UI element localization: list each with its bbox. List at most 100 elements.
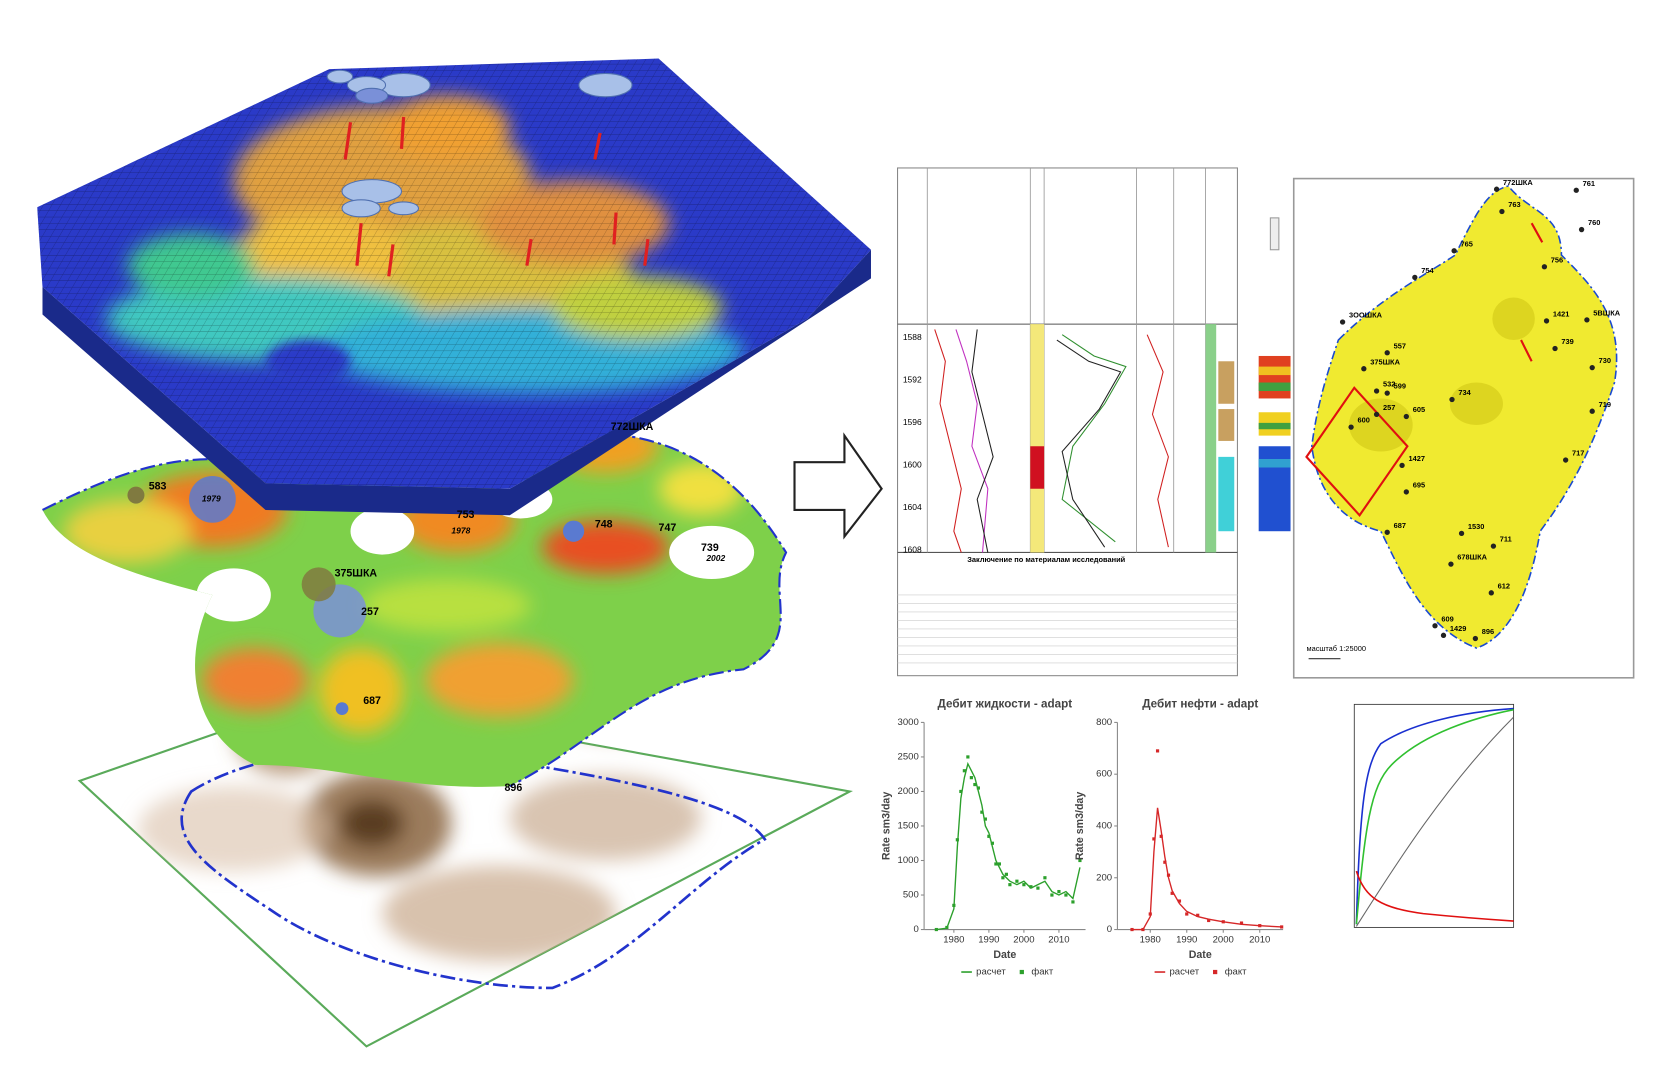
well-label: 1429: [1450, 624, 1467, 633]
well-marker: [1384, 529, 1390, 535]
data-point: [1163, 860, 1167, 864]
y-axis-label: Rate sm3/day: [1074, 792, 1086, 861]
well-label: 375ШКА: [335, 568, 378, 580]
data-point: [1166, 873, 1171, 877]
legend-label: расчет: [1169, 967, 1199, 978]
well-label: 612: [1498, 581, 1510, 590]
well-marker: [1403, 413, 1409, 420]
x-tick-label: 2010: [1249, 935, 1270, 946]
data-point: [1043, 876, 1047, 880]
data-point: [1239, 921, 1244, 925]
y-tick-label: 600: [1096, 769, 1112, 780]
well-label: 605: [1413, 405, 1425, 414]
well-marker: [1384, 390, 1390, 396]
depth-label: 1588: [903, 332, 922, 342]
well-marker: [1541, 264, 1548, 270]
x-tick-label: 2000: [1013, 935, 1034, 946]
y-tick-label: 200: [1096, 872, 1112, 883]
data-point: [1008, 883, 1012, 887]
data-point: [1159, 834, 1163, 838]
chart-title: Дебит жидкости - adapt: [938, 697, 1073, 710]
data-point: [980, 810, 984, 814]
data-point: [1155, 749, 1160, 753]
data-point: [969, 776, 973, 780]
x-tick-label: 1980: [943, 935, 964, 946]
well-marker: [1490, 543, 1497, 549]
x-axis-label: Date: [1189, 949, 1212, 961]
well-marker: [1552, 345, 1558, 352]
well-label: 760: [1588, 218, 1600, 227]
data-point: [1015, 879, 1019, 883]
data-point: [973, 782, 977, 787]
well-label: 600: [1357, 416, 1369, 425]
well-label: 765: [1460, 239, 1472, 248]
arrow: [793, 432, 883, 540]
data-point: [1029, 885, 1033, 889]
well-marker: [1589, 364, 1595, 371]
well-label: 687: [1394, 521, 1406, 530]
well-label: 711: [1500, 535, 1512, 544]
well-marker: [1432, 623, 1438, 629]
well-label: 257: [361, 606, 379, 618]
y-tick-label: 400: [1096, 820, 1112, 831]
legend-label: расчет: [976, 967, 1006, 978]
data-point: [1130, 927, 1134, 932]
data-point: [1001, 876, 1005, 880]
chart-title: Дебит нефти - adapt: [1142, 697, 1258, 710]
well-label: 2002: [705, 553, 725, 563]
well-label: 756: [1551, 255, 1563, 264]
data-point: [1036, 886, 1040, 890]
data-point: [959, 789, 963, 794]
well-label: 763: [1508, 200, 1520, 209]
well-marker: [1488, 590, 1494, 596]
well-marker: [1451, 248, 1457, 254]
well-label: 753: [457, 509, 475, 521]
block-side: [42, 249, 871, 516]
data-point: [934, 927, 938, 932]
well-label: 609: [1441, 614, 1453, 623]
well-marker: [1543, 318, 1550, 324]
x-tick-label: 1990: [1176, 935, 1197, 946]
data-point: [945, 925, 949, 930]
data-point: [994, 862, 998, 866]
well-marker: [1562, 457, 1569, 463]
series-line: [936, 761, 1081, 931]
well-label: 1530: [1468, 522, 1485, 531]
data-point: [976, 786, 980, 790]
well-label: 532: [1383, 380, 1395, 389]
well-marker: [1373, 388, 1380, 394]
data-point: [1170, 891, 1174, 895]
well-label: 375ШКА: [1370, 357, 1400, 366]
well-marker: [1573, 187, 1579, 193]
data-point: [987, 834, 991, 838]
data-point: [1057, 889, 1061, 894]
well-discs-3d: [326, 69, 633, 218]
well-label: 761: [1583, 179, 1595, 188]
well-marker: [1412, 274, 1418, 281]
well-label: 734: [1458, 388, 1471, 397]
well-label: 599: [1394, 382, 1406, 391]
data-point: [1196, 913, 1200, 917]
well-marker: [1499, 208, 1505, 215]
data-point: [1207, 918, 1211, 923]
data-point: [1071, 900, 1075, 904]
grid-model-3d: [37, 58, 871, 516]
right-map: масштаб 1:25000: [1292, 177, 1635, 679]
well-label: 739: [701, 542, 719, 554]
well-marker: [1403, 489, 1409, 495]
well-label: 1979: [202, 494, 221, 504]
well-marker: [1440, 632, 1447, 638]
depth-label: 1592: [903, 375, 922, 385]
data-point: [1258, 924, 1262, 928]
y-tick-label: 2500: [898, 751, 919, 762]
well-marker: [1373, 411, 1380, 418]
data-point: [1022, 883, 1026, 887]
well-label: 730: [1599, 356, 1611, 365]
x-tick-label: 1980: [1140, 935, 1161, 946]
well-label: 5ВШКА: [1593, 308, 1620, 317]
depth-label: 1608: [903, 545, 922, 555]
series-line: [1132, 807, 1282, 931]
data-point: [997, 862, 1001, 866]
data-point: [1078, 858, 1082, 863]
